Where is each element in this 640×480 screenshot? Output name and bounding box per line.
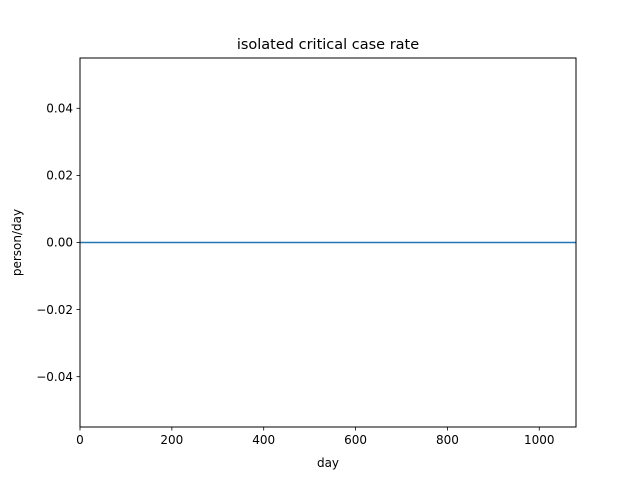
y-axis-label: person/day [10, 209, 24, 276]
x-tick-label: 0 [76, 433, 84, 447]
x-tick-label: 1000 [524, 433, 555, 447]
y-tick-label: 0.04 [46, 102, 73, 116]
y-tick-label: 0.00 [46, 236, 73, 250]
x-axis-label: day [317, 456, 339, 470]
y-tick-label: −0.02 [36, 303, 73, 317]
x-tick-label: 600 [344, 433, 367, 447]
x-tick-label: 400 [252, 433, 275, 447]
chart-title: isolated critical case rate [237, 37, 419, 53]
x-tick-label: 800 [436, 433, 459, 447]
y-tick-label: −0.04 [36, 370, 73, 384]
x-tick-label: 200 [160, 433, 183, 447]
x-axis: 0 200 400 600 800 1000 [76, 427, 555, 447]
y-axis: 0.04 0.02 0.00 −0.02 −0.04 [36, 102, 80, 384]
plot-frame [79, 57, 577, 428]
y-tick-label: 0.02 [46, 169, 73, 183]
